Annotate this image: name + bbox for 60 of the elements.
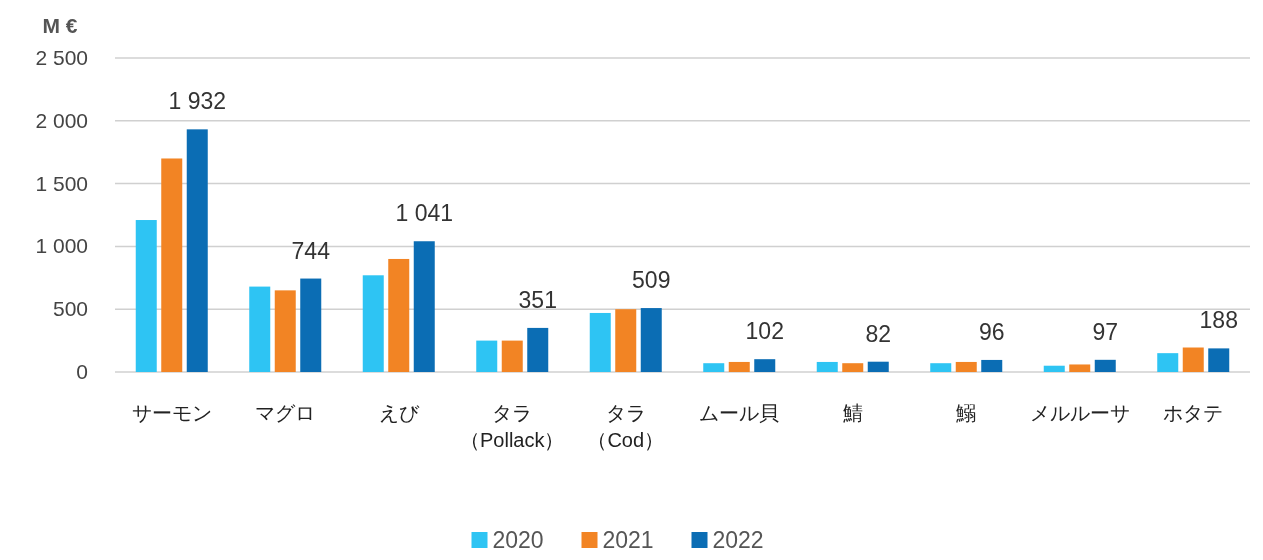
bar — [1208, 348, 1230, 372]
x-tick-label: メルルーサ — [1029, 402, 1130, 424]
y-tick-label: 2 500 — [35, 46, 88, 69]
x-tick-label: サーモン — [131, 402, 212, 424]
bar — [161, 158, 183, 372]
bar — [1094, 359, 1116, 372]
data-label: 351 — [518, 286, 557, 313]
bar — [867, 361, 889, 372]
data-label: 97 — [1092, 318, 1119, 345]
x-tick-label: えび — [378, 402, 420, 424]
y-tick-label: 1 500 — [35, 171, 88, 195]
bar — [728, 361, 750, 372]
bar — [589, 312, 611, 372]
bar — [1182, 347, 1204, 372]
legend-label: 2020 — [492, 527, 544, 553]
x-tick-label: ムール貝 — [699, 402, 780, 424]
y-axis-title: M € — [42, 14, 78, 37]
bar — [981, 359, 1003, 372]
bar — [842, 363, 864, 372]
bar — [249, 286, 271, 372]
bar — [501, 340, 523, 372]
data-label: 102 — [745, 318, 784, 345]
bar — [1043, 365, 1065, 372]
bar — [186, 129, 208, 372]
legend-label: 2022 — [712, 527, 764, 553]
x-tick-label: タラ（Cod） — [587, 402, 665, 451]
data-label: 1 932 — [168, 88, 227, 115]
bar — [1157, 353, 1179, 372]
data-label: 744 — [291, 237, 331, 264]
bar — [362, 275, 384, 372]
bar — [930, 363, 952, 372]
x-tick-label: 鰯 — [956, 402, 977, 424]
bar — [300, 278, 322, 372]
bar — [640, 308, 662, 372]
bar — [274, 290, 296, 372]
y-tick-label: 500 — [52, 297, 88, 321]
bar — [615, 309, 637, 372]
y-tick-label: 1 000 — [35, 234, 88, 258]
bar — [1069, 364, 1091, 372]
y-tick-label: 0 — [76, 360, 88, 383]
x-tick-label: ホタテ — [1163, 402, 1224, 424]
bar — [754, 359, 776, 372]
y-tick-label: 2 000 — [35, 108, 88, 132]
data-label: 509 — [632, 267, 671, 294]
bar — [476, 340, 498, 372]
x-tick-label: マグロ — [255, 402, 316, 424]
data-label: 188 — [1199, 307, 1238, 334]
data-label: 82 — [865, 320, 892, 347]
x-tick-label: タラ（Pollack） — [460, 402, 565, 451]
bar — [388, 258, 410, 372]
bar — [135, 220, 157, 372]
data-label: 96 — [978, 318, 1005, 345]
x-tick-label: 鯖 — [842, 402, 863, 424]
bar — [413, 241, 435, 372]
legend-label: 2021 — [602, 527, 654, 553]
bar — [703, 363, 725, 372]
bar — [955, 361, 977, 372]
bar — [527, 327, 549, 372]
bar — [816, 361, 838, 372]
data-label: 1 041 — [395, 200, 454, 227]
